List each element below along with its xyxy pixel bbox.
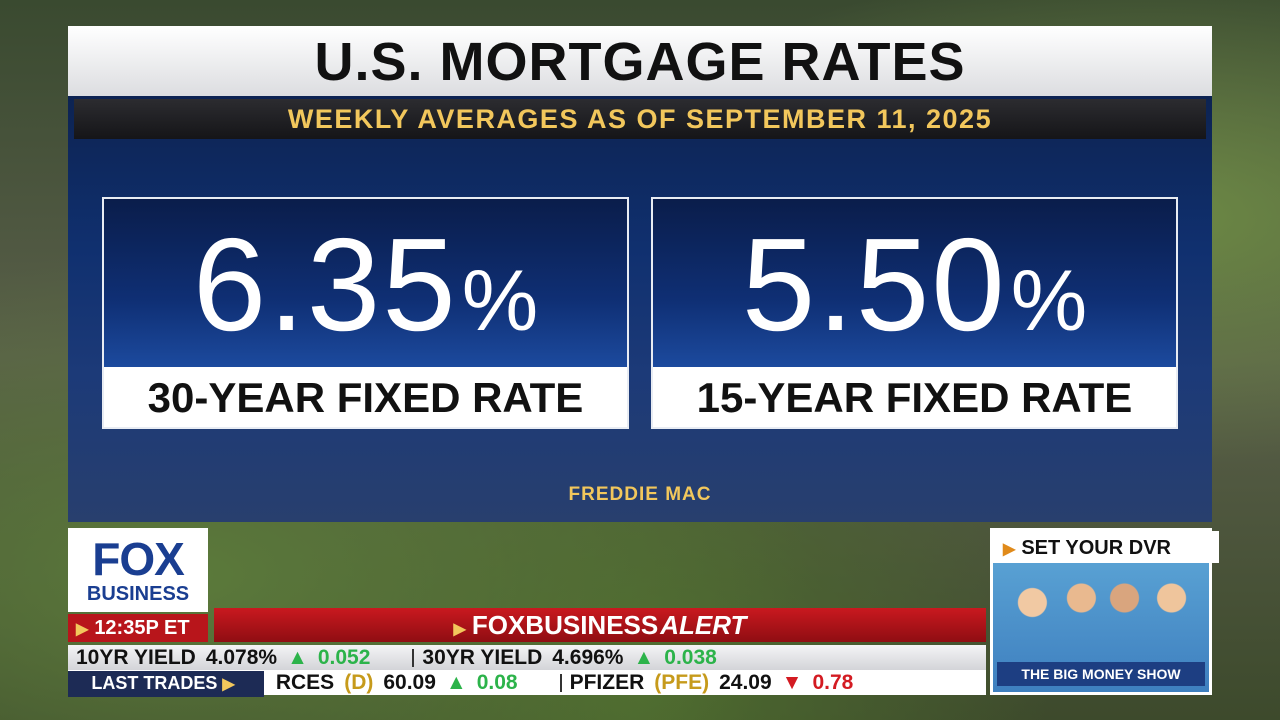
alert-bar: ▶ FOXBUSINESSALERT xyxy=(214,608,986,642)
ticker-change: ▲ 0.038 xyxy=(633,646,726,669)
direction-arrow: ▲ xyxy=(287,646,308,669)
show-name: THE BIG MONEY SHOW xyxy=(997,662,1205,686)
ticker-item: 10YR YIELD 4.078% ▲ 0.052 xyxy=(76,645,390,670)
ticker-value: 24.09 xyxy=(719,671,772,694)
rate-box: 5.50% xyxy=(653,199,1176,367)
rate-box: 6.35% xyxy=(104,199,627,367)
ticker-value: 4.696% xyxy=(552,646,624,669)
separator xyxy=(412,649,415,668)
change-value: 0.78 xyxy=(812,671,854,694)
alert-brand: FOXBUSINESS xyxy=(471,610,659,640)
time: 12:35P ET xyxy=(94,617,190,639)
promo-header: ▶ SET YOUR DVR xyxy=(993,531,1219,563)
ticker-label-text: LAST TRADES xyxy=(91,673,218,693)
trade-ticker: LAST TRADES ▶ RCES (D) 60.09 ▲ 0.08 PFIZER (PF… xyxy=(68,670,986,697)
change-value: 0.08 xyxy=(476,671,518,694)
ticker-item: PFIZER (PFE) 24.09 ▼ 0.78 xyxy=(570,670,874,695)
ticker-change: ▼ 0.78 xyxy=(782,671,864,694)
ticker-item: RCES (D) 60.09 ▲ 0.08 xyxy=(276,670,538,695)
direction-arrow: ▲ xyxy=(445,671,467,694)
rate-label: 15-YEAR FIXED RATE xyxy=(696,374,1133,421)
change-value: 0.052 xyxy=(317,646,371,669)
arrow-icon: ▶ xyxy=(1003,541,1016,558)
title: U.S. MORTGAGE RATES xyxy=(68,26,1212,96)
logo-text: BUSINESS xyxy=(86,583,190,605)
separator xyxy=(559,674,562,693)
change-value: 0.038 xyxy=(664,646,717,669)
direction-arrow: ▼ xyxy=(781,671,803,694)
promo-image xyxy=(1003,571,1199,661)
ticker-value: 60.09 xyxy=(383,671,436,694)
source: FREDDIE MAC xyxy=(568,484,712,505)
rate-symbol: % xyxy=(461,253,539,349)
rate-symbol: % xyxy=(1010,253,1088,349)
alert-word: ALERT xyxy=(660,610,747,640)
rate-card: 6.35% 30-YEAR FIXED RATE xyxy=(102,197,629,429)
rate-label: 30-YEAR FIXED RATE xyxy=(147,374,584,421)
subtitle: WEEKLY AVERAGES AS OF SEPTEMBER 11, 2025 xyxy=(74,99,1206,139)
ticker-symbol: (D) xyxy=(344,671,374,694)
arrow-icon: ▶ xyxy=(222,676,235,693)
ticker-change: ▲ 0.08 xyxy=(446,671,528,694)
clock: ▶ 12:35P ET xyxy=(68,614,208,642)
direction-arrow: ▲ xyxy=(633,646,655,669)
ticker-change: ▲ 0.052 xyxy=(287,646,380,669)
logo: FOX BUSINESS xyxy=(68,528,208,612)
rate-card: 5.50% 15-YEAR FIXED RATE xyxy=(651,197,1178,429)
ticker-name: 10YR YIELD xyxy=(76,646,196,669)
rate: 6.35 xyxy=(192,211,458,358)
ticker-item: 30YR YIELD 4.696% ▲ 0.038 xyxy=(422,645,736,670)
yield-ticker: 10YR YIELD 4.078% ▲ 0.052 30YR YIELD 4.696% ▲ 0… xyxy=(68,645,986,670)
promo-header-text: SET YOUR DVR xyxy=(1021,537,1171,559)
ticker-value: 4.078% xyxy=(205,646,278,669)
ticker-name: 30YR YIELD xyxy=(422,646,543,669)
rate: 5.50 xyxy=(741,211,1007,358)
logo-text: FOX xyxy=(92,533,185,585)
arrow-icon: ▶ xyxy=(453,621,466,638)
ticker-name: PFIZER xyxy=(569,671,645,694)
ticker-symbol: (PFE) xyxy=(654,671,710,694)
promo[interactable]: ▶ SET YOUR DVR THE BIG MONEY SHOW xyxy=(990,528,1219,695)
ticker-label: LAST TRADES ▶ xyxy=(68,671,264,697)
ticker-name: RCES xyxy=(275,671,335,694)
arrow-icon: ▶ xyxy=(76,621,89,638)
